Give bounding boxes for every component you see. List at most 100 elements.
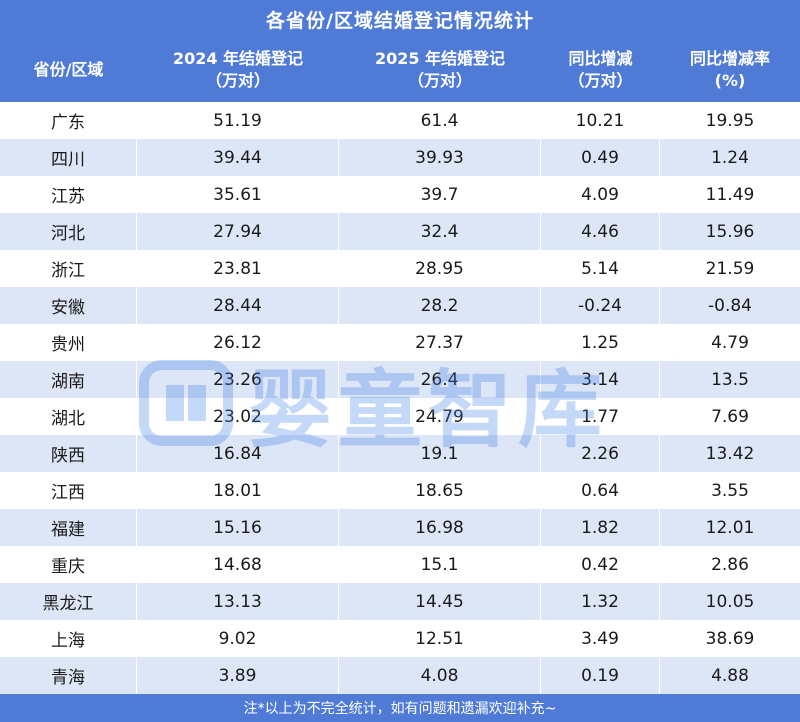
header-rate: 同比增减率 (%) xyxy=(689,49,770,90)
cell-diff: 0.19 xyxy=(541,657,660,694)
cell-2024: 14.68 xyxy=(137,546,339,583)
cell-2025: 26.4 xyxy=(339,361,541,398)
cell-region: 上海 xyxy=(0,620,137,657)
cell-2024: 23.81 xyxy=(137,250,339,287)
cell-region: 福建 xyxy=(0,509,137,546)
cell-rate: 19.95 xyxy=(705,110,755,131)
table-row: 四川 39.44 39.93 0.49 1.24 xyxy=(0,139,800,176)
cell-2025: 14.45 xyxy=(339,583,541,620)
cell-rate: 4.79 xyxy=(711,332,749,353)
table-row: 安徽 28.44 28.2 -0.24 -0.84 xyxy=(0,287,800,324)
cell-2025: 4.08 xyxy=(339,657,541,694)
cell-2024: 3.89 xyxy=(137,657,339,694)
table-row: 浙江 23.81 28.95 5.14 21.59 xyxy=(0,250,800,287)
table-row: 重庆 14.68 15.1 0.42 2.86 xyxy=(0,546,800,583)
cell-region: 重庆 xyxy=(0,546,137,583)
table-row: 广东 51.19 61.4 10.21 19.95 xyxy=(0,102,800,139)
table-row: 河北 27.94 32.4 4.46 15.96 xyxy=(0,213,800,250)
cell-diff: 5.14 xyxy=(541,250,660,287)
cell-2025: 39.93 xyxy=(339,139,541,176)
cell-2024: 27.94 xyxy=(137,213,339,250)
cell-rate: 2.86 xyxy=(711,554,749,575)
cell-rate: 38.69 xyxy=(705,628,755,649)
cell-2024: 35.61 xyxy=(137,176,339,213)
cell-region: 青海 xyxy=(0,657,137,694)
cell-2024: 26.12 xyxy=(137,324,339,361)
table-row: 青海 3.89 4.08 0.19 4.88 xyxy=(0,657,800,694)
cell-region: 四川 xyxy=(0,139,137,176)
cell-region: 陕西 xyxy=(0,435,137,472)
cell-2024: 23.26 xyxy=(137,361,339,398)
cell-diff: 0.42 xyxy=(541,546,660,583)
table-row: 江苏 35.61 39.7 4.09 11.49 xyxy=(0,176,800,213)
cell-region: 河北 xyxy=(0,213,137,250)
cell-2024: 39.44 xyxy=(137,139,339,176)
cell-2025: 61.4 xyxy=(339,102,541,139)
cell-rate: 4.88 xyxy=(660,657,800,694)
cell-diff: 3.14 xyxy=(541,361,660,398)
cell-2025: 39.7 xyxy=(339,176,541,213)
cell-rate: -0.84 xyxy=(660,287,800,324)
cell-2024: 18.01 xyxy=(137,472,339,509)
header-diff: 同比增减 （万对） xyxy=(568,49,633,90)
cell-region: 湖南 xyxy=(0,361,137,398)
cell-region: 安徽 xyxy=(0,287,137,324)
cell-2024: 23.02 xyxy=(137,398,339,435)
cell-2025: 28.2 xyxy=(339,287,541,324)
cell-rate: 21.59 xyxy=(705,258,755,279)
cell-region: 江苏 xyxy=(0,176,137,213)
header-2025: 2025 年结婚登记 （万对） xyxy=(374,49,506,90)
cell-2024: 16.84 xyxy=(137,435,339,472)
table-row: 湖南 23.26 26.4 3.14 13.5 xyxy=(0,361,800,398)
cell-rate: 12.01 xyxy=(660,509,800,546)
cell-2024: 13.13 xyxy=(137,583,339,620)
cell-diff: 0.64 xyxy=(541,472,660,509)
cell-region: 湖北 xyxy=(0,398,137,435)
cell-2024: 9.02 xyxy=(137,620,339,657)
cell-region: 江西 xyxy=(0,472,137,509)
cell-diff: 4.09 xyxy=(541,176,660,213)
table-title: 各省份/区域结婚登记情况统计 xyxy=(0,0,800,38)
table-row: 福建 15.16 16.98 1.82 12.01 xyxy=(0,509,800,546)
table-row: 湖北 23.02 24.79 1.77 7.69 xyxy=(0,398,800,435)
cell-diff: 1.77 xyxy=(541,398,660,435)
table-header: 省份/区域 2024 年结婚登记 （万对） 2025 年结婚登记 （万对） 同比… xyxy=(0,38,800,102)
cell-rate: 1.24 xyxy=(660,139,800,176)
header-region: 省份/区域 xyxy=(33,60,104,79)
cell-region: 广东 xyxy=(0,102,137,139)
cell-2024: 28.44 xyxy=(137,287,339,324)
cell-rate: 13.42 xyxy=(660,435,800,472)
table-footnote: 注*以上为不完全统计，如有问题和遗漏欢迎补充~ xyxy=(0,694,800,722)
cell-2025: 32.4 xyxy=(339,213,541,250)
header-2024: 2024 年结婚登记 （万对） xyxy=(172,49,304,90)
cell-rate: 7.69 xyxy=(711,406,749,427)
cell-diff: 1.25 xyxy=(541,324,660,361)
cell-rate: 3.55 xyxy=(711,480,749,501)
cell-2025: 12.51 xyxy=(339,620,541,657)
table-row: 陕西 16.84 19.1 2.26 13.42 xyxy=(0,435,800,472)
cell-diff: -0.24 xyxy=(541,287,660,324)
table-row: 黑龙江 13.13 14.45 1.32 10.05 xyxy=(0,583,800,620)
cell-2025: 28.95 xyxy=(339,250,541,287)
table-row: 上海 9.02 12.51 3.49 38.69 xyxy=(0,620,800,657)
cell-2025: 16.98 xyxy=(339,509,541,546)
cell-diff: 2.26 xyxy=(541,435,660,472)
cell-rate: 15.96 xyxy=(660,213,800,250)
cell-2024: 15.16 xyxy=(137,509,339,546)
cell-diff: 0.49 xyxy=(541,139,660,176)
cell-region: 贵州 xyxy=(0,324,137,361)
cell-2025: 18.65 xyxy=(339,472,541,509)
table-body: 广东 51.19 61.4 10.21 19.95 四川 39.44 39.93 0.49 1.2… xyxy=(0,102,800,694)
cell-rate: 13.5 xyxy=(660,361,800,398)
cell-diff: 3.49 xyxy=(541,620,660,657)
cell-2025: 15.1 xyxy=(339,546,541,583)
cell-diff: 4.46 xyxy=(541,213,660,250)
cell-2025: 27.37 xyxy=(339,324,541,361)
cell-region: 黑龙江 xyxy=(0,583,137,620)
cell-diff: 1.82 xyxy=(541,509,660,546)
cell-rate: 10.05 xyxy=(660,583,800,620)
cell-region: 浙江 xyxy=(0,250,137,287)
cell-diff: 10.21 xyxy=(541,102,660,139)
cell-diff: 1.32 xyxy=(541,583,660,620)
cell-2024: 51.19 xyxy=(137,102,339,139)
